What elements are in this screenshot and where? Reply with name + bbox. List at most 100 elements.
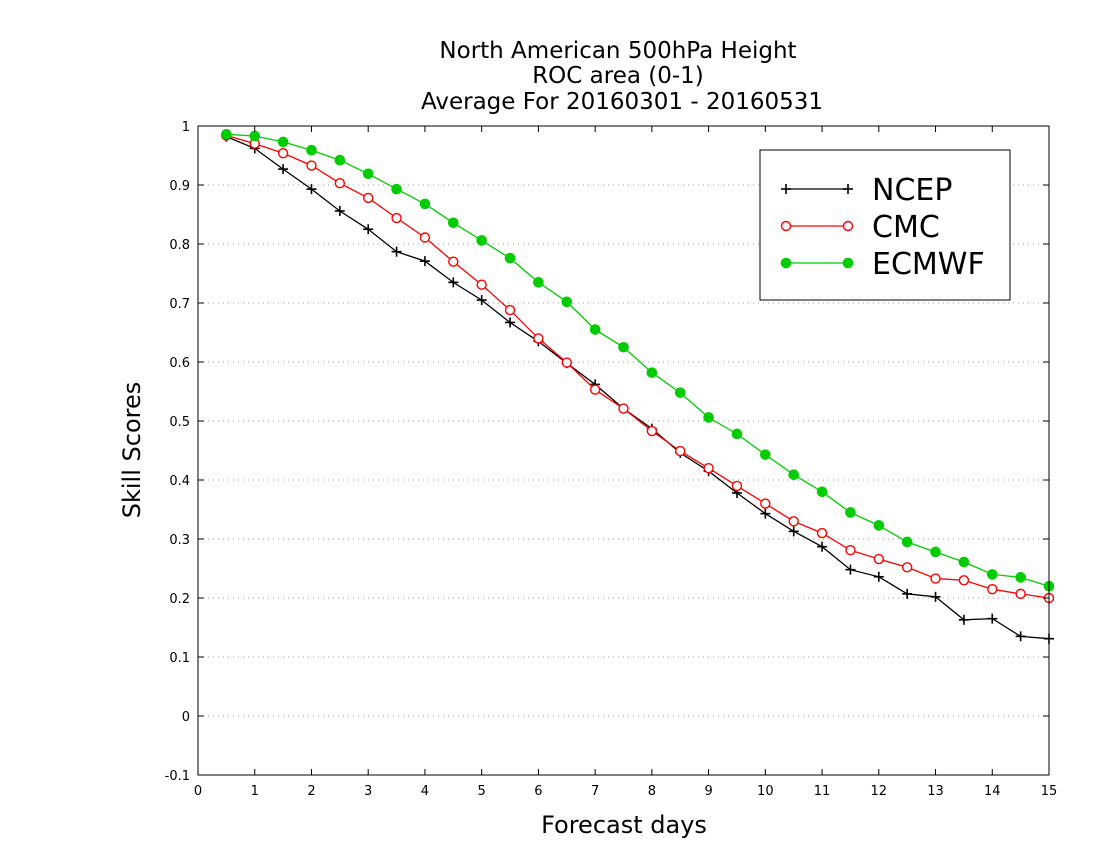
data-point-ncep — [391, 246, 402, 257]
y-tick-label: 0.8 — [169, 238, 190, 253]
legend-box — [759, 149, 1011, 301]
data-point-ecmwf — [930, 546, 941, 558]
x-tick-label: 8 — [648, 784, 656, 799]
data-point-ncep — [873, 571, 884, 582]
data-point-cmc — [703, 463, 714, 474]
data-point-ncep — [930, 591, 941, 602]
x-tick-label: 2 — [307, 784, 315, 799]
x-tick-label: 15 — [1041, 784, 1058, 799]
data-point-ncep — [987, 613, 998, 624]
data-point-ecmwf — [391, 183, 402, 195]
data-point-ecmwf — [448, 217, 459, 229]
data-point-ecmwf — [816, 486, 828, 498]
x-tick-label: 3 — [364, 784, 372, 799]
y-tick-label: 0.9 — [169, 179, 190, 194]
data-point-ecmwf — [249, 130, 261, 142]
data-point-ecmwf — [419, 198, 431, 210]
legend-label-cmc: CMC — [872, 210, 940, 245]
data-point-ncep — [278, 164, 289, 175]
data-point-ecmwf — [845, 507, 856, 518]
x-tick-label: 7 — [591, 784, 599, 799]
data-point-cmc — [760, 498, 771, 509]
legend-item-ecmwf: ECMWF — [780, 247, 985, 282]
data-point-cmc — [589, 384, 601, 395]
data-point-ncep — [902, 588, 913, 599]
data-point-ecmwf — [589, 324, 601, 335]
data-point-cmc — [646, 425, 658, 437]
data-point-ncep — [334, 205, 345, 216]
x-axis-label: Forecast days — [541, 811, 707, 839]
data-point-ncep — [476, 295, 487, 306]
x-tick-label: 6 — [534, 784, 542, 799]
data-point-ecmwf — [731, 428, 743, 440]
y-tick-label: 0.5 — [169, 415, 190, 430]
data-point-cmc — [476, 279, 487, 290]
x-tick-label: 0 — [194, 784, 202, 799]
legend-label-ecmwf: ECMWF — [872, 247, 985, 282]
y-tick-label: 0.4 — [169, 474, 190, 489]
data-point-cmc — [561, 357, 572, 368]
data-point-ecmwf — [788, 469, 800, 480]
data-point-cmc — [1015, 588, 1026, 600]
chart-title: North American 500hPa Height ROC area (0… — [421, 38, 823, 115]
data-point-ncep — [817, 541, 828, 552]
data-point-cmc — [277, 147, 289, 159]
data-point-cmc — [391, 212, 402, 224]
data-point-cmc — [987, 583, 998, 595]
legend-marker-ncep — [781, 184, 791, 194]
data-point-cmc — [419, 232, 431, 243]
chart-title-line-2: ROC area (0-1) — [532, 63, 704, 89]
data-point-cmc — [958, 575, 970, 586]
y-tick-label: 0.1 — [169, 651, 190, 666]
y-axis-label: Skill Scores — [118, 382, 146, 519]
data-point-ecmwf — [476, 235, 487, 246]
data-point-ecmwf — [986, 569, 998, 580]
legend-label-ncep: NCEP — [872, 173, 952, 208]
legend-item-ncep: NCEP — [781, 173, 952, 208]
legend-marker-ecmwf — [842, 257, 854, 269]
data-point-ecmwf — [561, 296, 573, 308]
data-point-cmc — [306, 160, 317, 171]
data-point-cmc — [334, 178, 346, 189]
x-tick-label: 1 — [251, 784, 259, 799]
data-point-ncep — [505, 317, 516, 328]
data-point-ecmwf — [958, 556, 970, 568]
data-point-cmc — [448, 256, 459, 267]
data-point-ecmwf — [646, 367, 658, 378]
data-point-ecmwf — [703, 412, 714, 423]
plot-frame — [197, 125, 1050, 776]
y-tick-label: 1 — [182, 120, 190, 135]
chart-title-line-3: Average For 20160301 - 20160531 — [421, 89, 823, 115]
legend-marker-ncep — [843, 184, 853, 194]
x-tick-label: 10 — [757, 784, 774, 799]
data-point-cmc — [845, 545, 856, 556]
data-point-cmc — [504, 304, 516, 316]
data-point-cmc — [618, 403, 629, 414]
x-tick-label: 4 — [421, 784, 429, 799]
y-tick-label: 0 — [182, 710, 190, 725]
data-point-ecmwf — [1015, 572, 1026, 583]
data-point-ecmwf — [221, 128, 232, 140]
data-point-ecmwf — [674, 387, 686, 398]
data-point-ncep — [419, 256, 430, 267]
x-tick-label: 14 — [984, 784, 1001, 799]
x-tick-label: 11 — [814, 784, 831, 799]
data-point-ecmwf — [362, 168, 374, 180]
legend-marker-ecmwf — [780, 257, 792, 269]
data-point-cmc — [675, 445, 686, 457]
data-point-ecmwf — [334, 154, 346, 166]
data-point-ecmwf — [533, 277, 544, 288]
data-point-ncep — [448, 277, 459, 288]
data-point-cmc — [731, 480, 743, 492]
y-tick-label: 0.3 — [169, 533, 190, 548]
series-ecmwf — [221, 128, 1055, 592]
series-lines — [221, 128, 1055, 644]
data-point-ecmwf — [277, 136, 289, 148]
x-tick-label: 12 — [871, 784, 888, 799]
data-point-ecmwf — [760, 449, 771, 460]
y-tick-label: 0.7 — [169, 297, 190, 312]
data-point-ncep — [760, 508, 771, 519]
legend-item-cmc: CMC — [780, 210, 940, 245]
data-point-ecmwf — [504, 252, 516, 264]
